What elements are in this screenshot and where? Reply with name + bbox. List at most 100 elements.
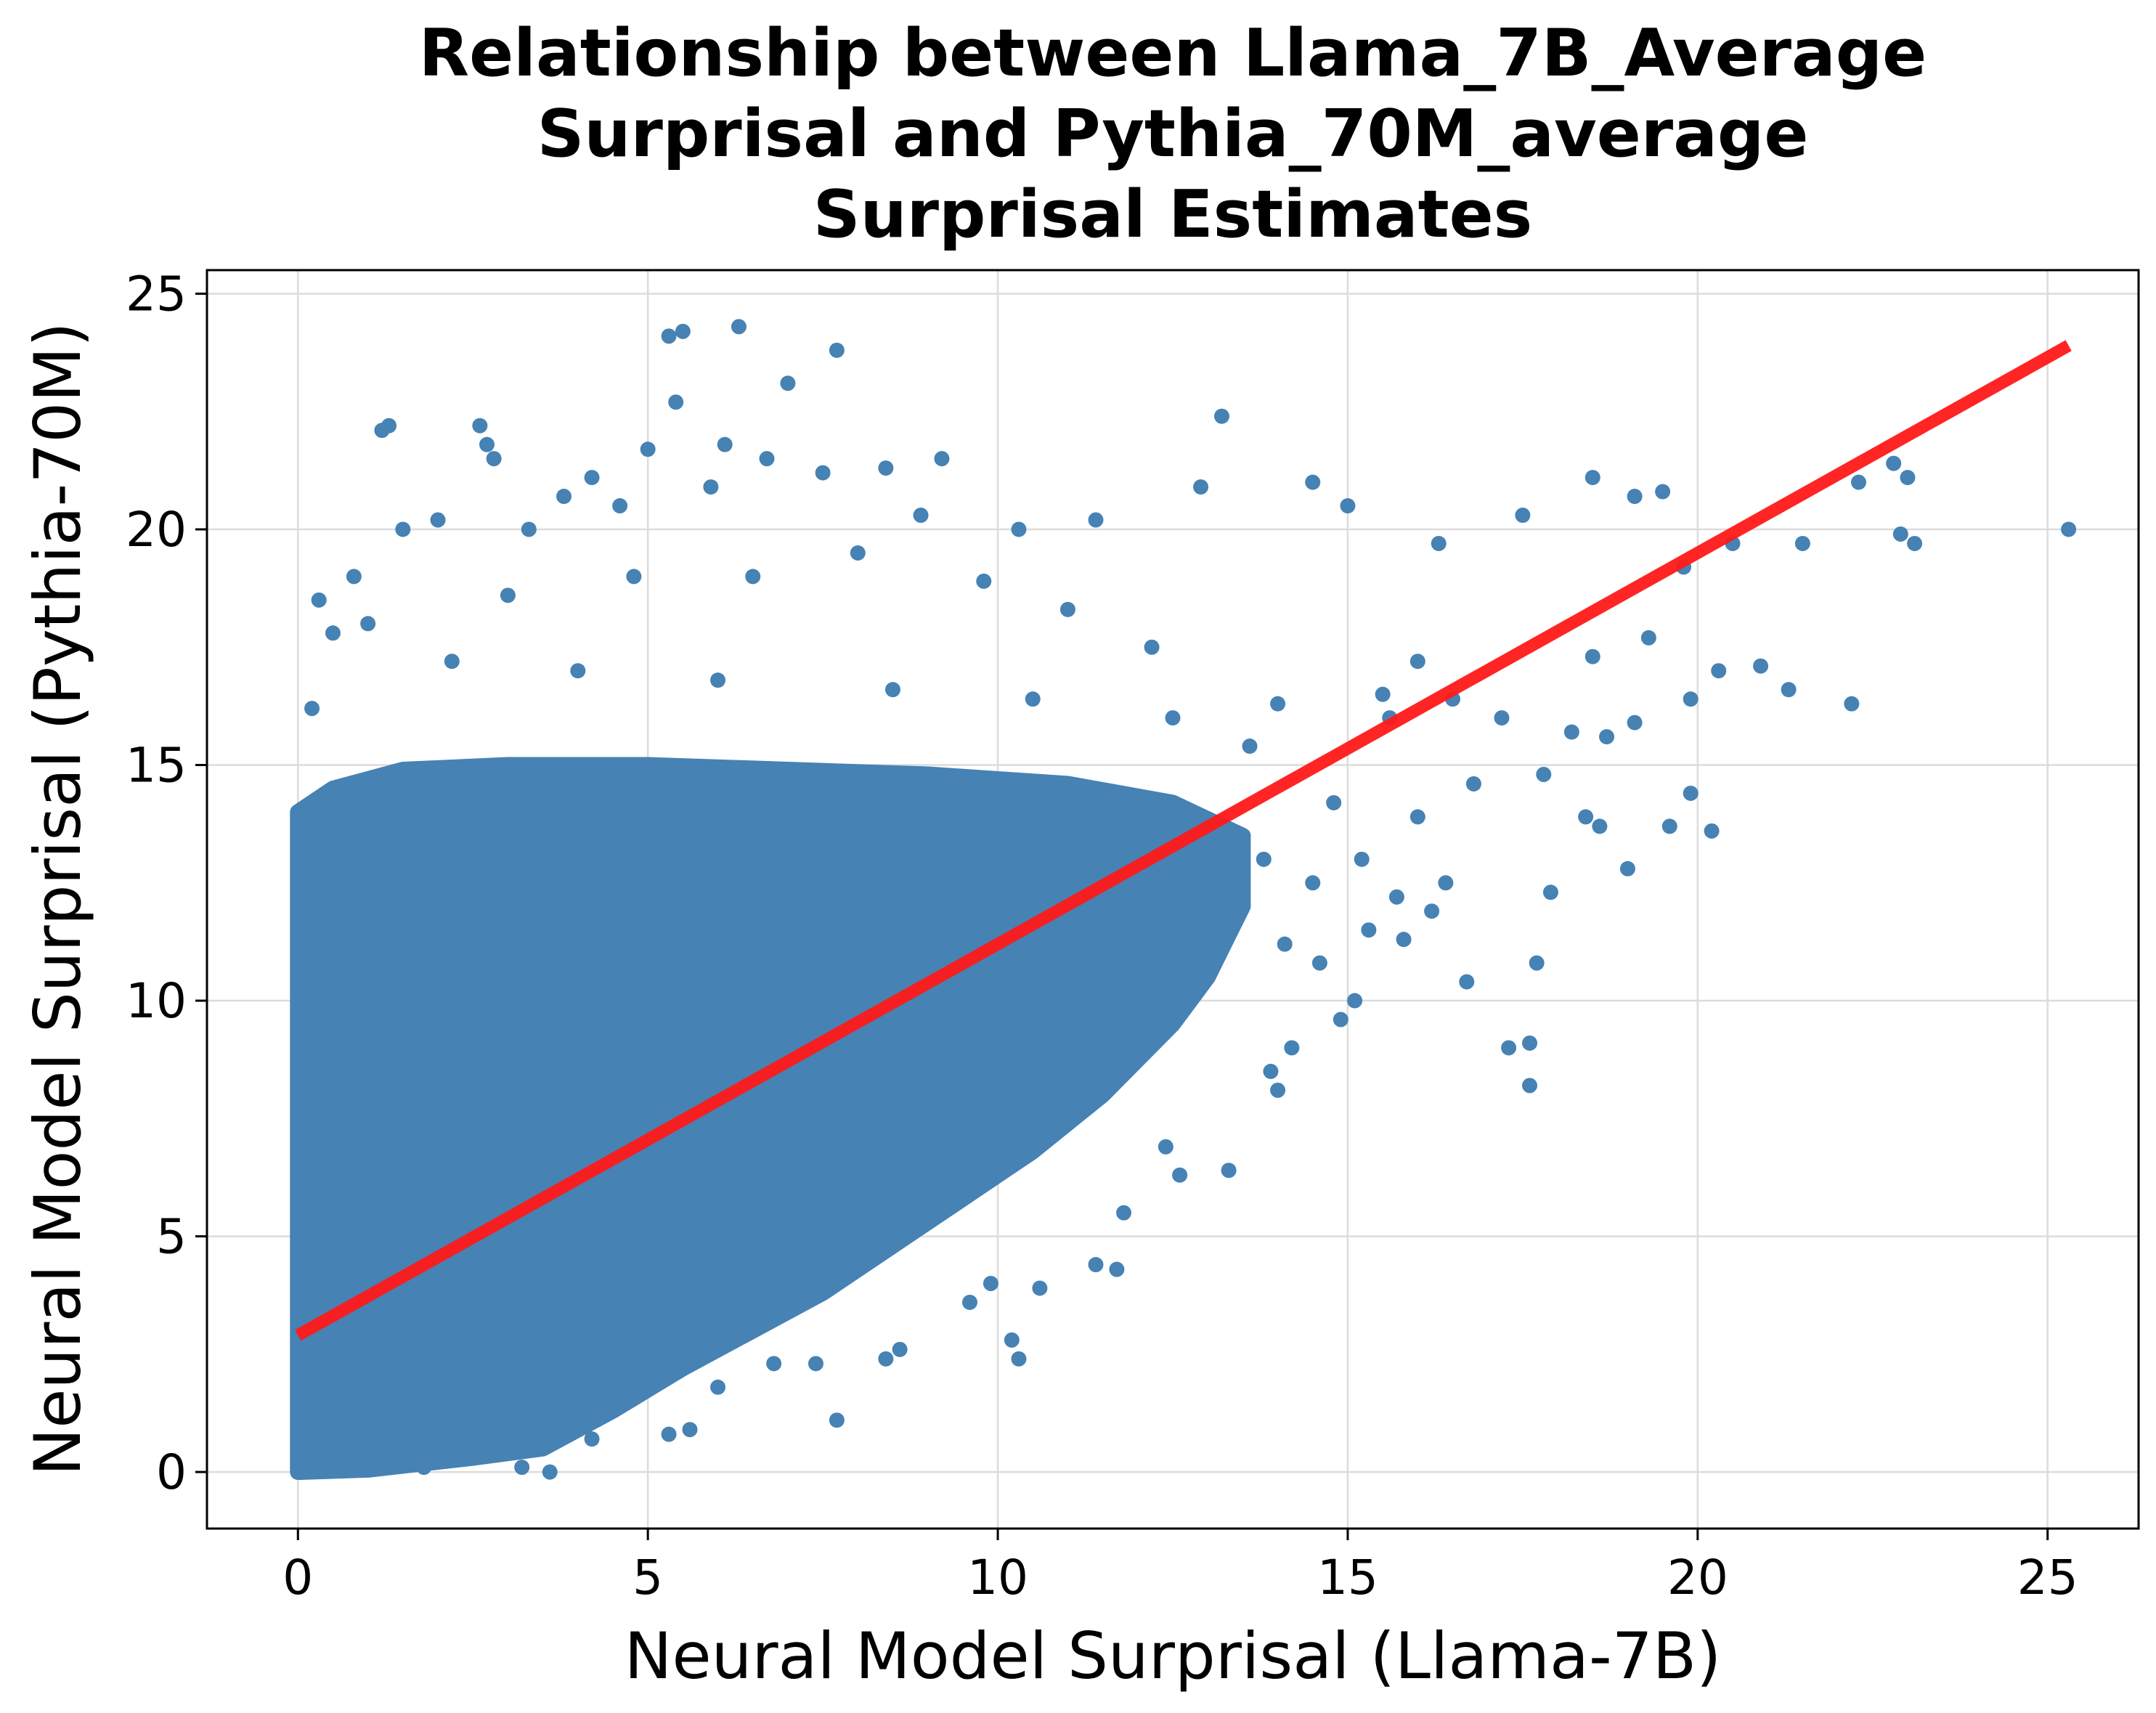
data-point (1683, 691, 1699, 707)
data-point (913, 508, 929, 524)
data-point (1011, 521, 1027, 537)
data-point (878, 460, 894, 476)
data-point (1326, 794, 1342, 810)
data-point (1116, 1205, 1132, 1221)
plot-frame (206, 269, 2140, 1530)
data-point (1536, 766, 1552, 782)
data-point (1886, 455, 1902, 471)
data-point (934, 451, 950, 467)
data-point (1396, 932, 1412, 948)
data-point (1563, 724, 1579, 740)
data-point (1059, 601, 1075, 617)
data-point (521, 521, 537, 537)
data-point (682, 1422, 698, 1438)
data-point (1354, 851, 1370, 867)
data-point (1585, 470, 1600, 486)
y-tick-label: 5 (156, 1209, 187, 1265)
x-tick-label: 10 (967, 1550, 1028, 1606)
data-point (780, 375, 796, 391)
data-point (1438, 875, 1454, 891)
data-point (1165, 710, 1181, 726)
data-point (584, 1431, 600, 1447)
data-point (472, 418, 488, 434)
data-point (395, 521, 411, 537)
data-point (962, 1294, 978, 1310)
data-point (1256, 851, 1272, 867)
data-point (1004, 1332, 1020, 1348)
data-point (976, 573, 992, 589)
x-tick-label: 0 (282, 1550, 313, 1606)
data-point (486, 451, 502, 467)
x-tick-label: 20 (1667, 1550, 1728, 1606)
data-point (1459, 974, 1475, 990)
data-point (1900, 470, 1916, 486)
data-point (556, 489, 572, 505)
data-point (1501, 1040, 1517, 1056)
data-point (584, 470, 600, 486)
data-point (1193, 479, 1209, 495)
scatter-points (304, 319, 2077, 1480)
data-point (1361, 922, 1377, 938)
data-point (675, 323, 691, 339)
y-tick-label: 0 (156, 1444, 187, 1500)
chart-title: Relationship between Llama_7B_Average Su… (419, 15, 1927, 253)
data-point (346, 569, 362, 585)
data-point (1088, 1257, 1104, 1273)
data-point (1305, 474, 1321, 490)
data-point (1640, 630, 1656, 646)
data-point (1619, 860, 1635, 876)
data-point (640, 442, 656, 457)
data-point (829, 1412, 845, 1428)
data-point (1578, 809, 1594, 825)
data-point (983, 1275, 998, 1291)
data-point (311, 592, 327, 608)
data-point (1529, 955, 1545, 971)
data-point (1333, 1012, 1348, 1028)
data-point (661, 328, 677, 344)
data-point (374, 423, 390, 439)
data-point (2061, 521, 2077, 537)
data-point (1375, 686, 1391, 702)
chart-title-line-3: Surprisal Estimates (813, 176, 1532, 253)
data-point (1627, 489, 1643, 505)
y-axis-label: Neural Model Surprisal (Pythia-70M) (20, 322, 95, 1476)
x-tick-label: 25 (2017, 1550, 2078, 1606)
data-point (1213, 408, 1229, 424)
data-point (884, 682, 900, 698)
data-point (430, 512, 446, 528)
data-point (1431, 535, 1447, 551)
data-point (626, 569, 642, 585)
data-point (1704, 823, 1720, 839)
x-tick-label: 5 (632, 1550, 663, 1606)
data-point (1409, 809, 1425, 825)
data-point (1844, 696, 1860, 712)
data-point (808, 1356, 823, 1372)
data-point (1655, 484, 1671, 500)
data-point (1494, 710, 1510, 726)
data-point (500, 587, 516, 603)
x-axis-label: Neural Model Surprisal (Llama-7B) (625, 1619, 1722, 1693)
data-point (1424, 903, 1440, 919)
data-point (1025, 691, 1041, 707)
data-point (1340, 498, 1356, 514)
data-point (1794, 535, 1810, 551)
data-point (1270, 1082, 1286, 1098)
data-point (759, 451, 775, 467)
data-point (1753, 658, 1769, 674)
data-point (304, 701, 320, 717)
data-point (731, 319, 747, 335)
data-point (360, 616, 376, 632)
data-point (1599, 729, 1615, 745)
chart-title-line-1: Relationship between Llama_7B_Average (419, 15, 1927, 91)
data-point (661, 1426, 677, 1442)
data-point (1270, 696, 1286, 712)
data-point (1850, 474, 1866, 490)
data-point (892, 1341, 908, 1357)
data-point (1781, 682, 1797, 698)
data-point (717, 436, 733, 452)
x-tick-label: 15 (1317, 1550, 1378, 1606)
axis-ticks: 0 5 10 15 20 25 0 5 10 15 20 25 (126, 266, 2078, 1606)
data-point (1388, 889, 1404, 905)
data-point (1661, 818, 1677, 834)
data-point (1284, 1040, 1300, 1056)
